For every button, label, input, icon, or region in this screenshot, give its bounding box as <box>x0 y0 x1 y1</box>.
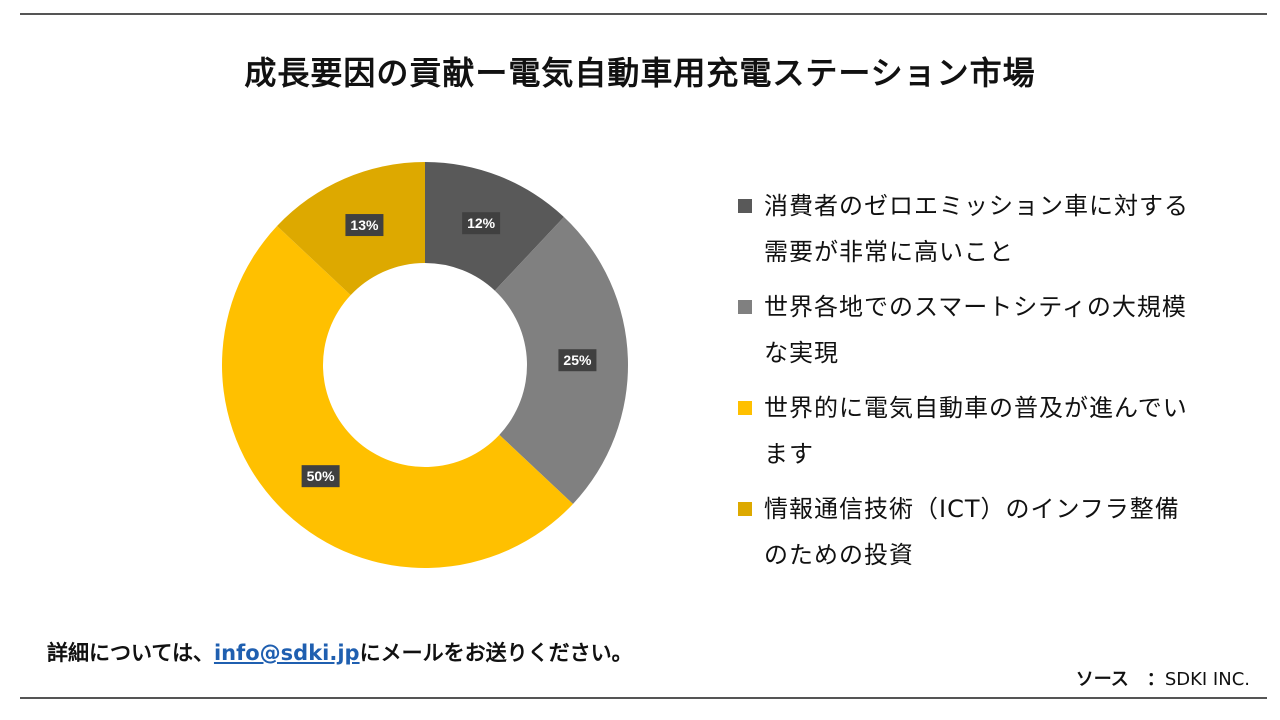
data-label-box <box>462 212 501 235</box>
data-label-box <box>301 465 340 488</box>
data-label-text: 25% <box>563 352 592 368</box>
source-credit: ソース ：SDKI INC. <box>1076 665 1250 691</box>
legend-item: 世界的に電気自動車の普及が進んでいます <box>738 385 1198 477</box>
legend-label: 情報通信技術（ICT）のインフラ整備のための投資 <box>764 495 1180 569</box>
legend-swatch <box>738 401 752 415</box>
data-label: 25% <box>558 349 597 372</box>
contact-suffix: にメールをお送りください。 <box>359 641 633 665</box>
data-label-text: 50% <box>307 468 336 484</box>
legend-swatch <box>738 502 752 516</box>
legend-label: 消費者のゼロエミッション車に対する需要が非常に高いこと <box>764 192 1189 266</box>
chart-title: 成長要因の貢献ー電気自動車用充電ステーション市場 <box>244 54 1036 92</box>
donut-chart: 12% 25% 50% 13% <box>222 162 628 569</box>
data-label-box <box>345 214 384 237</box>
contact-note: 詳細については、info@sdki.jpにメールをお送りください。 <box>47 637 633 667</box>
legend: 消費者のゼロエミッション車に対する需要が非常に高いこと 世界各地でのスマートシテ… <box>738 183 1198 578</box>
legend-swatch <box>738 300 752 314</box>
contact-prefix: 詳細については、 <box>47 641 214 665</box>
data-label-text: 12% <box>467 215 496 231</box>
legend-label: 世界各地でのスマートシティの大規模な実現 <box>764 293 1187 367</box>
bottom-divider <box>20 697 1267 699</box>
data-label: 12% <box>462 212 501 235</box>
legend-item: 世界各地でのスマートシティの大規模な実現 <box>738 284 1198 376</box>
legend-label: 世界的に電気自動車の普及が進んでいます <box>764 394 1188 468</box>
top-divider <box>20 13 1267 15</box>
data-label-text: 13% <box>350 217 379 233</box>
source-value: SDKI INC. <box>1164 669 1250 690</box>
legend-item: 消費者のゼロエミッション車に対する需要が非常に高いこと <box>738 183 1198 275</box>
data-label: 50% <box>301 465 340 488</box>
legend-item: 情報通信技術（ICT）のインフラ整備のための投資 <box>738 486 1198 578</box>
email-link[interactable]: info@sdki.jp <box>213 641 360 665</box>
legend-swatch <box>738 199 752 213</box>
data-label: 13% <box>345 214 384 237</box>
data-label-box <box>558 349 597 372</box>
source-label: ソース ： <box>1075 669 1165 690</box>
